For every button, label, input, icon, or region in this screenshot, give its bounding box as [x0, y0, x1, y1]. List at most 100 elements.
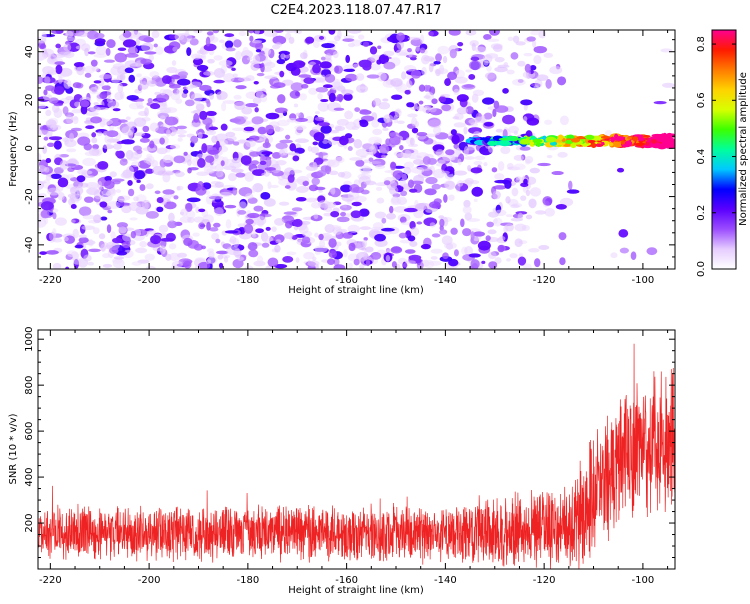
heatmap-cell: [168, 252, 181, 261]
heatmap-cell: [227, 135, 237, 142]
heatmap-cell: [445, 149, 455, 156]
heatmap-cell: [257, 126, 267, 135]
heatmap-cell: [192, 232, 200, 237]
heatmap-cell: [616, 136, 627, 141]
heatmap-cell: [354, 107, 361, 112]
heatmap-cell: [520, 138, 531, 145]
heatmap-cell: [85, 125, 95, 130]
heatmap-cell: [431, 183, 441, 190]
heatmap-cell: [442, 55, 448, 64]
heatmap-cell: [317, 92, 323, 100]
heatmap-cell: [65, 266, 70, 269]
x-tick-label: -140: [434, 275, 457, 286]
heatmap-cell: [545, 79, 552, 89]
heatmap-cell: [69, 132, 75, 143]
heatmap-cell: [235, 172, 246, 178]
heatmap-cell: [143, 157, 152, 164]
heatmap-cell: [584, 134, 595, 140]
heatmap-cell: [383, 50, 395, 57]
heatmap-cell: [349, 157, 363, 161]
heatmap-cell: [110, 231, 116, 240]
heatmap-cell: [506, 258, 512, 262]
heatmap-cell: [207, 58, 215, 64]
heatmap-cell: [274, 126, 281, 132]
heatmap-cell: [416, 105, 428, 112]
heatmap-cell: [526, 36, 536, 42]
heatmap-cell: [438, 215, 445, 219]
heatmap-cell: [145, 210, 159, 219]
heatmap-cell: [218, 145, 229, 153]
heatmap-cell: [245, 193, 254, 200]
heatmap-cell: [450, 227, 458, 235]
heatmap-cell: [318, 233, 324, 241]
heatmap-cell: [205, 111, 217, 117]
heatmap-cell: [197, 181, 204, 190]
heatmap-cell: [220, 160, 225, 167]
heatmap-cell: [195, 186, 207, 196]
heatmap-cell: [364, 246, 374, 253]
heatmap-cell: [212, 30, 220, 34]
heatmap-cell: [270, 163, 281, 174]
heatmap-cell: [492, 185, 507, 190]
heatmap-cell: [194, 100, 201, 106]
heatmap-cell: [408, 53, 413, 57]
heatmap-cell: [285, 134, 291, 140]
y-tick-label: 400: [24, 468, 35, 487]
heatmap-cell: [295, 117, 309, 122]
heatmap-cell: [568, 180, 573, 190]
heatmap-cell: [378, 101, 391, 110]
heatmap-cell: [343, 249, 348, 258]
heatmap-cell: [149, 140, 155, 149]
heatmap-cell: [465, 106, 474, 115]
heatmap-cell: [174, 171, 185, 178]
heatmap-cell: [463, 199, 471, 208]
heatmap-cell: [229, 236, 237, 245]
heatmap-cell: [160, 237, 175, 242]
heatmap-cell: [312, 63, 321, 74]
heatmap-cell: [149, 71, 160, 78]
heatmap-cell: [514, 223, 527, 232]
heatmap-cell: [544, 207, 556, 217]
heatmap-cell: [206, 221, 211, 231]
y-tick-label: -40: [24, 237, 35, 253]
heatmap-cell: [196, 171, 209, 177]
heatmap-cell: [428, 62, 434, 73]
heatmap-cell: [523, 52, 533, 57]
heatmap-cell: [274, 244, 281, 253]
heatmap-cell: [117, 47, 127, 51]
heatmap-cell: [455, 182, 461, 193]
heatmap-cell: [559, 257, 566, 266]
heatmap-cell: [549, 65, 563, 75]
heatmap-cell: [49, 124, 62, 131]
heatmap-cell: [113, 256, 125, 260]
heatmap-cell: [311, 177, 320, 186]
heatmap-cell: [620, 140, 626, 145]
heatmap-cell: [47, 94, 52, 98]
heatmap-cell: [524, 155, 534, 164]
y-tick-label: 0: [24, 145, 35, 151]
heatmap-cell: [470, 167, 483, 174]
heatmap-cell: [99, 118, 113, 126]
heatmap-cell: [107, 209, 113, 214]
heatmap-cell: [127, 156, 140, 161]
heatmap-cell: [468, 74, 476, 80]
heatmap-cell: [534, 258, 541, 268]
heatmap-cell: [283, 232, 294, 240]
heatmap-cell: [454, 69, 466, 79]
heatmap-cell: [536, 142, 541, 147]
heatmap-cell: [254, 107, 259, 113]
heatmap-cell: [374, 211, 387, 219]
heatmap-cell: [81, 243, 87, 250]
heatmap-cell: [170, 74, 181, 80]
heatmap-cell: [257, 134, 267, 143]
heatmap-cell: [251, 185, 256, 194]
heatmap-cell: [383, 114, 391, 124]
heatmap-cell: [320, 98, 329, 103]
heatmap-cell: [284, 220, 293, 229]
heatmap-cell: [456, 94, 469, 102]
heatmap-cell: [368, 136, 383, 145]
heatmap-cell: [525, 214, 533, 220]
heatmap-cell: [112, 257, 123, 264]
heatmap-cell: [134, 132, 146, 137]
heatmap-cell: [454, 249, 459, 257]
